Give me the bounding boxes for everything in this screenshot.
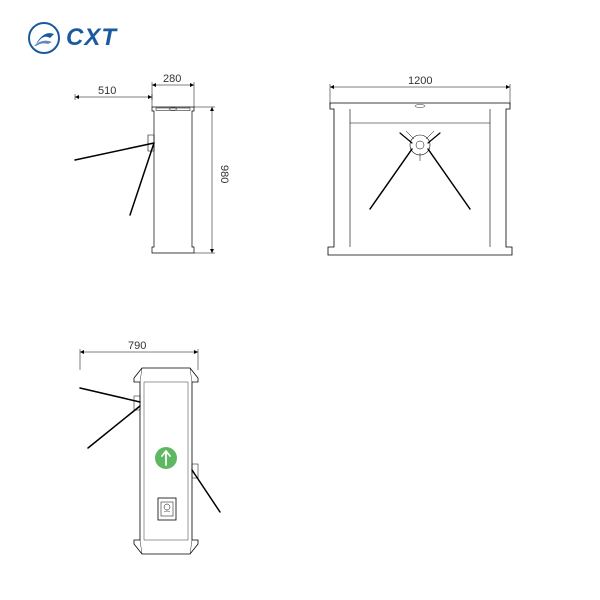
logo: CXT bbox=[28, 22, 117, 54]
top-view-drawing bbox=[60, 340, 260, 570]
dim-980: 980 bbox=[218, 165, 230, 183]
side-view-drawing bbox=[60, 75, 240, 275]
logo-icon bbox=[28, 22, 60, 54]
dim-1200: 1200 bbox=[408, 75, 432, 87]
front-view-drawing bbox=[300, 75, 550, 275]
logo-text: CXT bbox=[66, 24, 117, 52]
dim-790: 790 bbox=[128, 340, 146, 352]
dim-280: 280 bbox=[163, 73, 181, 85]
dim-510: 510 bbox=[98, 85, 116, 97]
